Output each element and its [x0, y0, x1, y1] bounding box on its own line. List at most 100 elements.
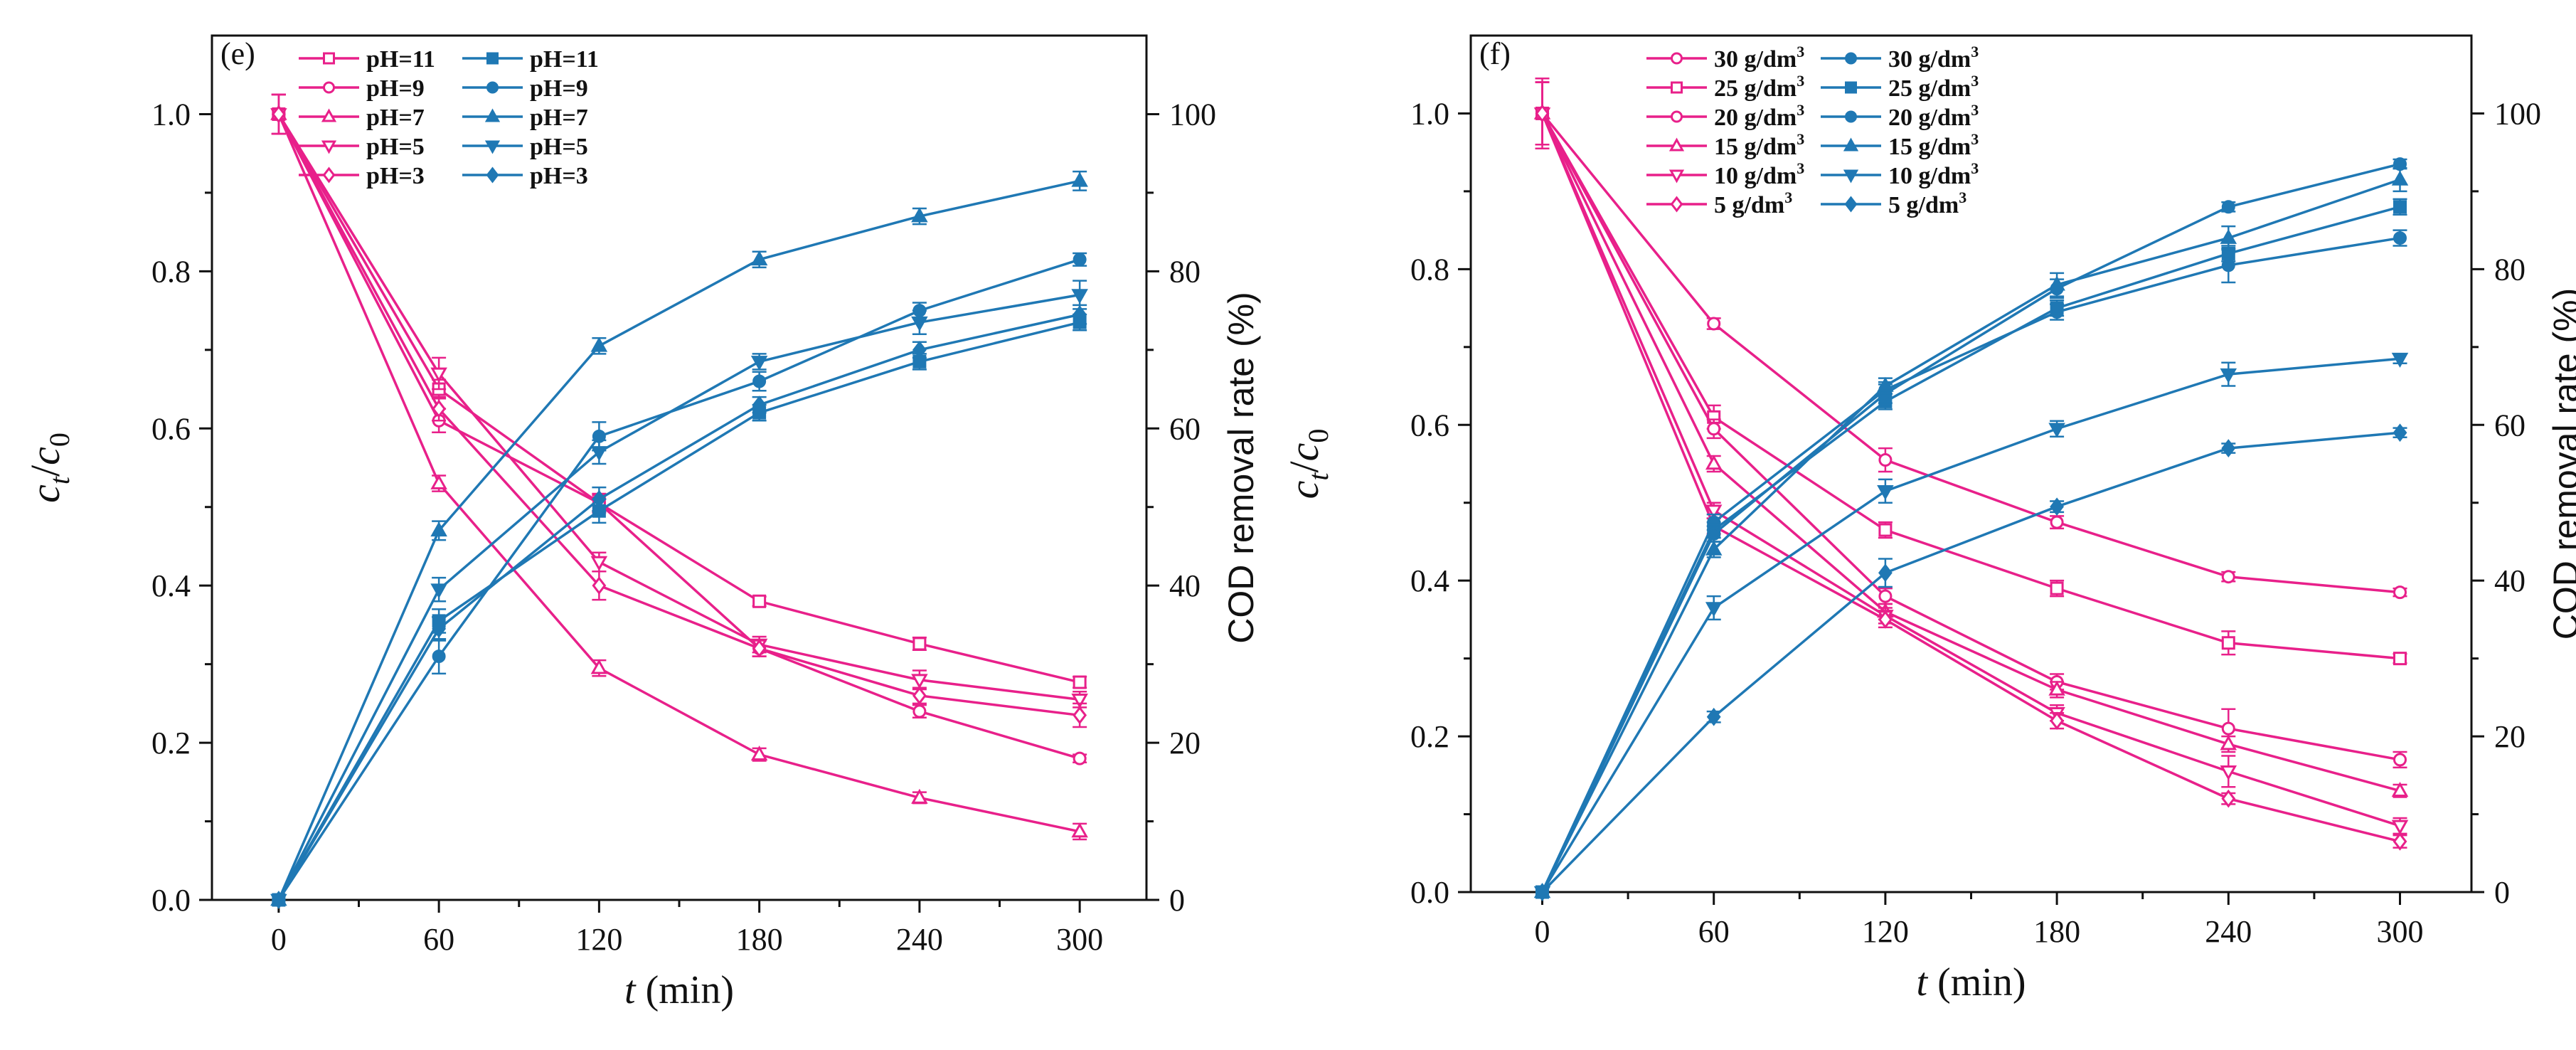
legend-label: 5 g/dm3 — [1714, 189, 1792, 218]
data-point — [1071, 822, 1088, 838]
y-right-tick-label: 0 — [2494, 875, 2510, 910]
legend-marker — [1668, 137, 1685, 152]
series-line — [277, 113, 1080, 760]
legend-item: pH=9 — [299, 75, 425, 102]
legend-label: pH=3 — [366, 163, 425, 189]
series-right-7 — [270, 170, 1088, 906]
legend-label: pH=7 — [530, 105, 588, 131]
data-point — [1073, 305, 1087, 324]
data-point — [1878, 610, 1893, 629]
series-line — [277, 179, 1080, 901]
y-right-tick-label: 20 — [1169, 726, 1201, 760]
data-point — [592, 489, 607, 509]
legend-label: pH=9 — [530, 75, 588, 102]
data-point — [750, 745, 768, 760]
legend-label: 30 g/dm3 — [1888, 43, 1979, 73]
series-line — [1540, 112, 2400, 843]
data-point — [2050, 497, 2064, 516]
series-right-8 — [270, 280, 1088, 909]
legend-item: pH=7 — [462, 105, 588, 131]
x-tick-label: 60 — [1698, 914, 1730, 949]
data-point — [430, 367, 447, 383]
legend-marker — [1670, 196, 1683, 213]
data-point — [1878, 589, 1893, 603]
data-point — [2393, 585, 2407, 600]
data-point — [1877, 376, 1894, 392]
data-point — [430, 583, 447, 599]
y-right-tick-label: 80 — [2494, 252, 2526, 287]
y-right-tick-label: 100 — [2494, 96, 2541, 131]
legend-item: 25 g/dm3 — [1646, 72, 1804, 102]
data-point — [271, 105, 286, 124]
legend-label: pH=5 — [530, 134, 588, 160]
legend-item: pH=11 — [299, 46, 435, 73]
series-line — [1541, 112, 2400, 594]
data-point — [2048, 680, 2065, 696]
data-point — [1535, 883, 1550, 901]
series-line — [1540, 206, 2400, 893]
legend-marker — [1671, 81, 1683, 94]
data-point — [432, 620, 447, 638]
legend-marker — [323, 52, 335, 65]
data-point — [590, 336, 608, 352]
data-point — [752, 639, 767, 658]
data-point — [590, 556, 608, 571]
data-point — [2221, 570, 2235, 584]
data-point — [1878, 563, 1893, 583]
data-point — [2050, 515, 2064, 529]
data-point — [2221, 200, 2235, 214]
legend-marker — [321, 140, 337, 154]
data-point — [2220, 735, 2237, 751]
legend-label: pH=3 — [530, 163, 588, 189]
y-left-tick-label: 0.2 — [151, 726, 191, 760]
data-point — [2221, 789, 2236, 808]
data-point — [1707, 317, 1721, 331]
legend-marker — [321, 108, 337, 122]
y-left-tick-label: 0.0 — [1410, 875, 1449, 910]
data-point — [1877, 485, 1894, 500]
y-left-axis-label: ct/c0 — [22, 433, 75, 503]
series-line — [1540, 162, 2400, 893]
legend-label: 20 g/dm3 — [1714, 101, 1804, 131]
data-point — [2221, 721, 2235, 736]
data-point — [2221, 636, 2235, 650]
x-axis-label: t (min) — [1917, 960, 2026, 1004]
data-point — [911, 788, 928, 804]
data-point — [1707, 422, 1721, 436]
legend-item: 30 g/dm3 — [1821, 43, 1979, 73]
data-point — [912, 340, 927, 359]
series-line — [1540, 112, 2400, 660]
data-point — [2393, 652, 2407, 666]
data-point — [592, 576, 607, 595]
series-left-4 — [271, 93, 1087, 728]
legend-label: pH=11 — [530, 46, 599, 73]
data-point — [912, 686, 927, 705]
legend-label: 25 g/dm3 — [1888, 72, 1979, 102]
data-point — [912, 637, 927, 651]
legend-label: pH=7 — [366, 105, 425, 131]
x-tick-label: 60 — [423, 922, 454, 957]
legend-marker — [484, 108, 501, 122]
legend-marker — [486, 166, 499, 184]
data-point — [2220, 228, 2237, 244]
data-point — [2391, 352, 2409, 368]
data-point — [911, 674, 928, 689]
y-right-axis-label: COD removal rate (%) — [1221, 292, 1261, 644]
data-point — [1071, 289, 1088, 304]
legend-label: 10 g/dm3 — [1888, 159, 1979, 189]
data-point — [2393, 423, 2407, 442]
legend-item: pH=9 — [462, 75, 588, 102]
data-point — [1073, 253, 1087, 267]
legend-item: 10 g/dm3 — [1646, 159, 1804, 189]
data-point — [1535, 104, 1550, 123]
series-line — [277, 321, 1080, 901]
legend-label: 25 g/dm3 — [1714, 72, 1804, 102]
legend-label: pH=11 — [366, 46, 435, 73]
data-point — [911, 316, 928, 332]
x-tick-label: 0 — [271, 922, 287, 957]
legend-label: 5 g/dm3 — [1888, 189, 1966, 218]
data-point — [2050, 711, 2064, 731]
series-line — [1540, 112, 2400, 761]
data-point — [2050, 581, 2064, 595]
